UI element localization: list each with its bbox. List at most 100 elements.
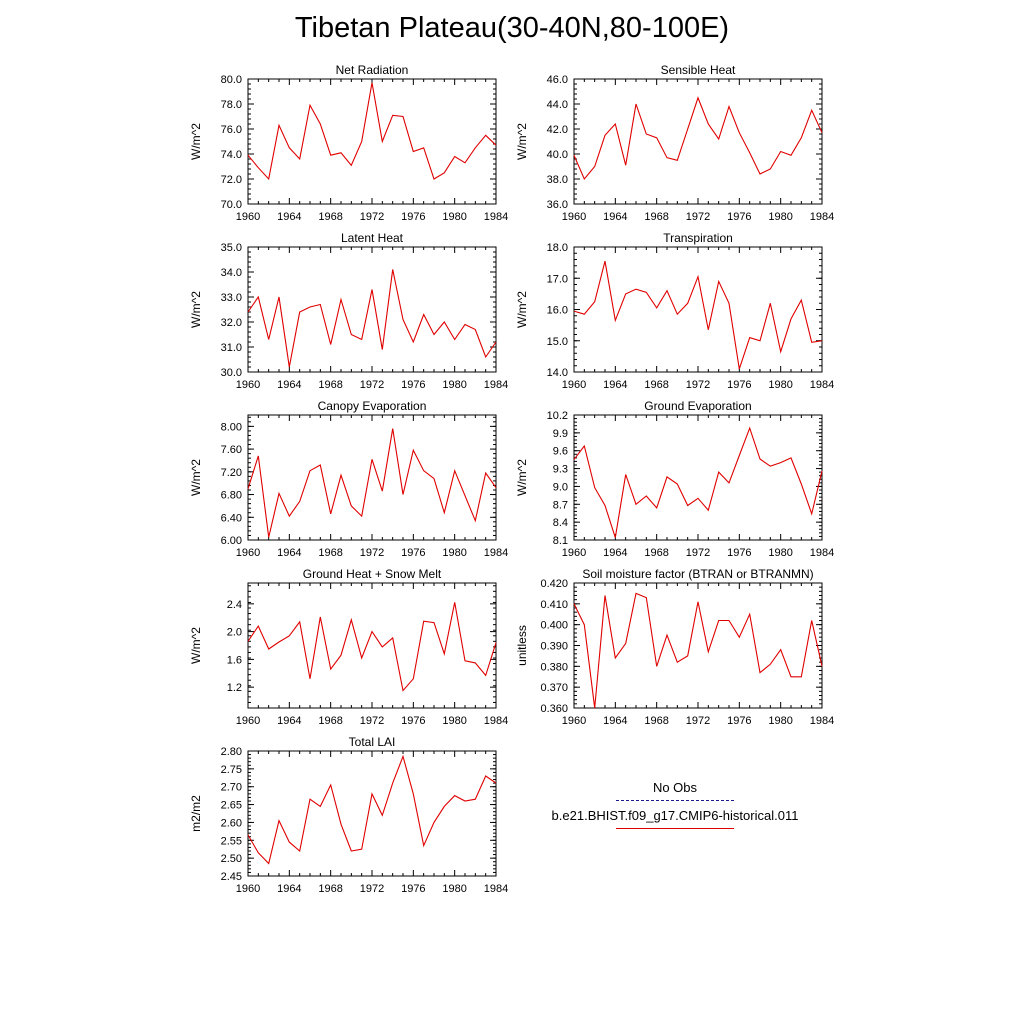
- total-lai-ytick-label: 2.50: [221, 853, 242, 865]
- panel-soil-moisture-factor-btran-or-btranmn: 1960 1964 1968 1972 1976 1980 1984 0.360 0.370 0.…: [515, 567, 834, 727]
- sensible-heat-ytick-label: 46.0: [547, 74, 568, 86]
- soil-moisture-factor-btran-or-btranmn-xtick-label: 1972: [686, 715, 710, 727]
- ground-evaporation-ytick-label: 8.7: [553, 499, 568, 511]
- soil-moisture-factor-btran-or-btranmn-xtick-label: 1964: [603, 715, 627, 727]
- soil-moisture-factor-btran-or-btranmn-ytick-label: 0.390: [540, 641, 568, 653]
- ground-heat-snow-melt-ytick-label: 1.6: [227, 654, 242, 666]
- transpiration-xtick-label: 1964: [603, 379, 627, 391]
- latent-heat-ytick-label: 35.0: [221, 242, 242, 254]
- total-lai-xtick-label: 1980: [442, 883, 466, 895]
- latent-heat-xtick-label: 1980: [442, 379, 466, 391]
- canopy-evaporation-ytick-label: 7.20: [221, 467, 242, 479]
- transpiration-ytick-label: 18.0: [547, 242, 568, 254]
- transpiration-xtick-label: 1972: [686, 379, 710, 391]
- ground-heat-snow-melt-ylabel: W/m^2: [189, 627, 203, 664]
- net-radiation-ytick-label: 80.0: [221, 74, 242, 86]
- canopy-evaporation-ytick-label: 7.60: [221, 444, 242, 456]
- net-radiation-frame: [247, 78, 497, 205]
- sensible-heat-xtick-label: 1984: [810, 211, 834, 223]
- net-radiation-xtick-label: 1968: [318, 211, 342, 223]
- ground-heat-snow-melt-xtick-label: 1976: [401, 715, 425, 727]
- soil-moisture-factor-btran-or-btranmn-title: Soil moisture factor (BTRAN or BTRANMN): [582, 567, 813, 581]
- transpiration-frame: [573, 246, 823, 373]
- ground-evaporation-ytick-label: 8.4: [553, 517, 568, 529]
- latent-heat-frame: [247, 246, 497, 373]
- soil-moisture-factor-btran-or-btranmn-ytick-label: 0.400: [540, 620, 568, 632]
- total-lai-ytick-label: 2.65: [221, 800, 242, 812]
- canopy-evaporation-ytick-label: 8.00: [221, 421, 242, 433]
- canopy-evaporation-xtick-label: 1984: [484, 547, 508, 559]
- canopy-evaporation-xtick-label: 1972: [360, 547, 384, 559]
- net-radiation-ylabel: W/m^2: [189, 123, 203, 160]
- ground-evaporation-xtick-label: 1980: [768, 547, 792, 559]
- ground-evaporation-frame: [573, 414, 823, 541]
- total-lai-ytick-label: 2.45: [221, 871, 242, 883]
- canopy-evaporation-xtick-label: 1976: [401, 547, 425, 559]
- panel-transpiration: 1960 1964 1968 1972 1976 1980 1984 14.0 15.0 16.0…: [515, 231, 834, 391]
- transpiration-ylabel: W/m^2: [515, 291, 529, 328]
- latent-heat-xtick-label: 1984: [484, 379, 508, 391]
- sensible-heat-xtick-label: 1972: [686, 211, 710, 223]
- sensible-heat-xtick-label: 1980: [768, 211, 792, 223]
- transpiration-xtick-label: 1968: [644, 379, 668, 391]
- ground-evaporation-ytick-label: 8.1: [553, 535, 568, 547]
- total-lai-ytick-label: 2.55: [221, 835, 242, 847]
- ground-heat-snow-melt-ytick-label: 2.4: [227, 599, 242, 611]
- canopy-evaporation-ytick-label: 6.40: [221, 512, 242, 524]
- latent-heat-xtick-label: 1976: [401, 379, 425, 391]
- ground-evaporation-xtick-label: 1984: [810, 547, 834, 559]
- soil-moisture-factor-btran-or-btranmn-xtick-label: 1976: [727, 715, 751, 727]
- ground-evaporation-xtick-label: 1960: [562, 547, 586, 559]
- latent-heat-xtick-label: 1968: [318, 379, 342, 391]
- latent-heat-ytick-label: 34.0: [221, 267, 242, 279]
- net-radiation-title: Net Radiation: [336, 63, 409, 77]
- legend-model-swatch: [616, 828, 734, 829]
- total-lai-xtick-label: 1960: [236, 883, 260, 895]
- sensible-heat-ylabel: W/m^2: [515, 123, 529, 160]
- sensible-heat-ytick-label: 42.0: [547, 124, 568, 136]
- soil-moisture-factor-btran-or-btranmn-xtick-label: 1984: [810, 715, 834, 727]
- canopy-evaporation-xtick-label: 1968: [318, 547, 342, 559]
- canopy-evaporation-ylabel: W/m^2: [189, 459, 203, 496]
- ground-evaporation-ytick-label: 9.9: [553, 428, 568, 440]
- sensible-heat-series-line: [573, 96, 823, 181]
- ground-heat-snow-melt-series-line: [247, 602, 497, 692]
- ground-evaporation-ytick-label: 9.3: [553, 464, 568, 476]
- soil-moisture-factor-btran-or-btranmn-ytick-label: 0.410: [540, 599, 568, 611]
- sensible-heat-title: Sensible Heat: [661, 63, 736, 77]
- latent-heat-ytick-label: 32.0: [221, 317, 242, 329]
- latent-heat-xtick-label: 1964: [277, 379, 301, 391]
- ground-heat-snow-melt-xtick-label: 1972: [360, 715, 384, 727]
- soil-moisture-factor-btran-or-btranmn-xtick-label: 1968: [644, 715, 668, 727]
- net-radiation-xtick-label: 1980: [442, 211, 466, 223]
- transpiration-xtick-label: 1960: [562, 379, 586, 391]
- legend: No Obs b.e21.BHIST.f09_g17.CMIP6-histori…: [540, 780, 810, 836]
- latent-heat-ytick-label: 30.0: [221, 367, 242, 379]
- panel-sensible-heat: 1960 1964 1968 1972 1976 1980 1984 36.0 38.0 40.0…: [515, 63, 834, 223]
- latent-heat-xtick-label: 1960: [236, 379, 260, 391]
- legend-model-label: b.e21.BHIST.f09_g17.CMIP6-historical.011: [551, 808, 799, 823]
- sensible-heat-xtick-label: 1968: [644, 211, 668, 223]
- ground-evaporation-xtick-label: 1972: [686, 547, 710, 559]
- ground-heat-snow-melt-xtick-label: 1980: [442, 715, 466, 727]
- canopy-evaporation-xtick-label: 1980: [442, 547, 466, 559]
- canopy-evaporation-series-line: [247, 428, 497, 538]
- canopy-evaporation-frame: [247, 414, 497, 541]
- soil-moisture-factor-btran-or-btranmn-ytick-label: 0.420: [540, 578, 568, 590]
- sensible-heat-ytick-label: 40.0: [547, 149, 568, 161]
- net-radiation-ytick-label: 70.0: [221, 199, 242, 211]
- transpiration-series-line: [573, 260, 823, 370]
- soil-moisture-factor-btran-or-btranmn-ytick-label: 0.380: [540, 661, 568, 673]
- canopy-evaporation-ytick-label: 6.00: [221, 535, 242, 547]
- transpiration-ytick-label: 14.0: [547, 367, 568, 379]
- total-lai-ytick-label: 2.60: [221, 817, 242, 829]
- ground-heat-snow-melt-ytick-label: 2.0: [227, 627, 242, 639]
- transpiration-xtick-label: 1976: [727, 379, 751, 391]
- ground-evaporation-ylabel: W/m^2: [515, 459, 529, 496]
- total-lai-xtick-label: 1968: [318, 883, 342, 895]
- net-radiation-ytick-label: 76.0: [221, 124, 242, 136]
- sensible-heat-xtick-label: 1960: [562, 211, 586, 223]
- sensible-heat-ytick-label: 36.0: [547, 199, 568, 211]
- ground-evaporation-ytick-label: 9.6: [553, 446, 568, 458]
